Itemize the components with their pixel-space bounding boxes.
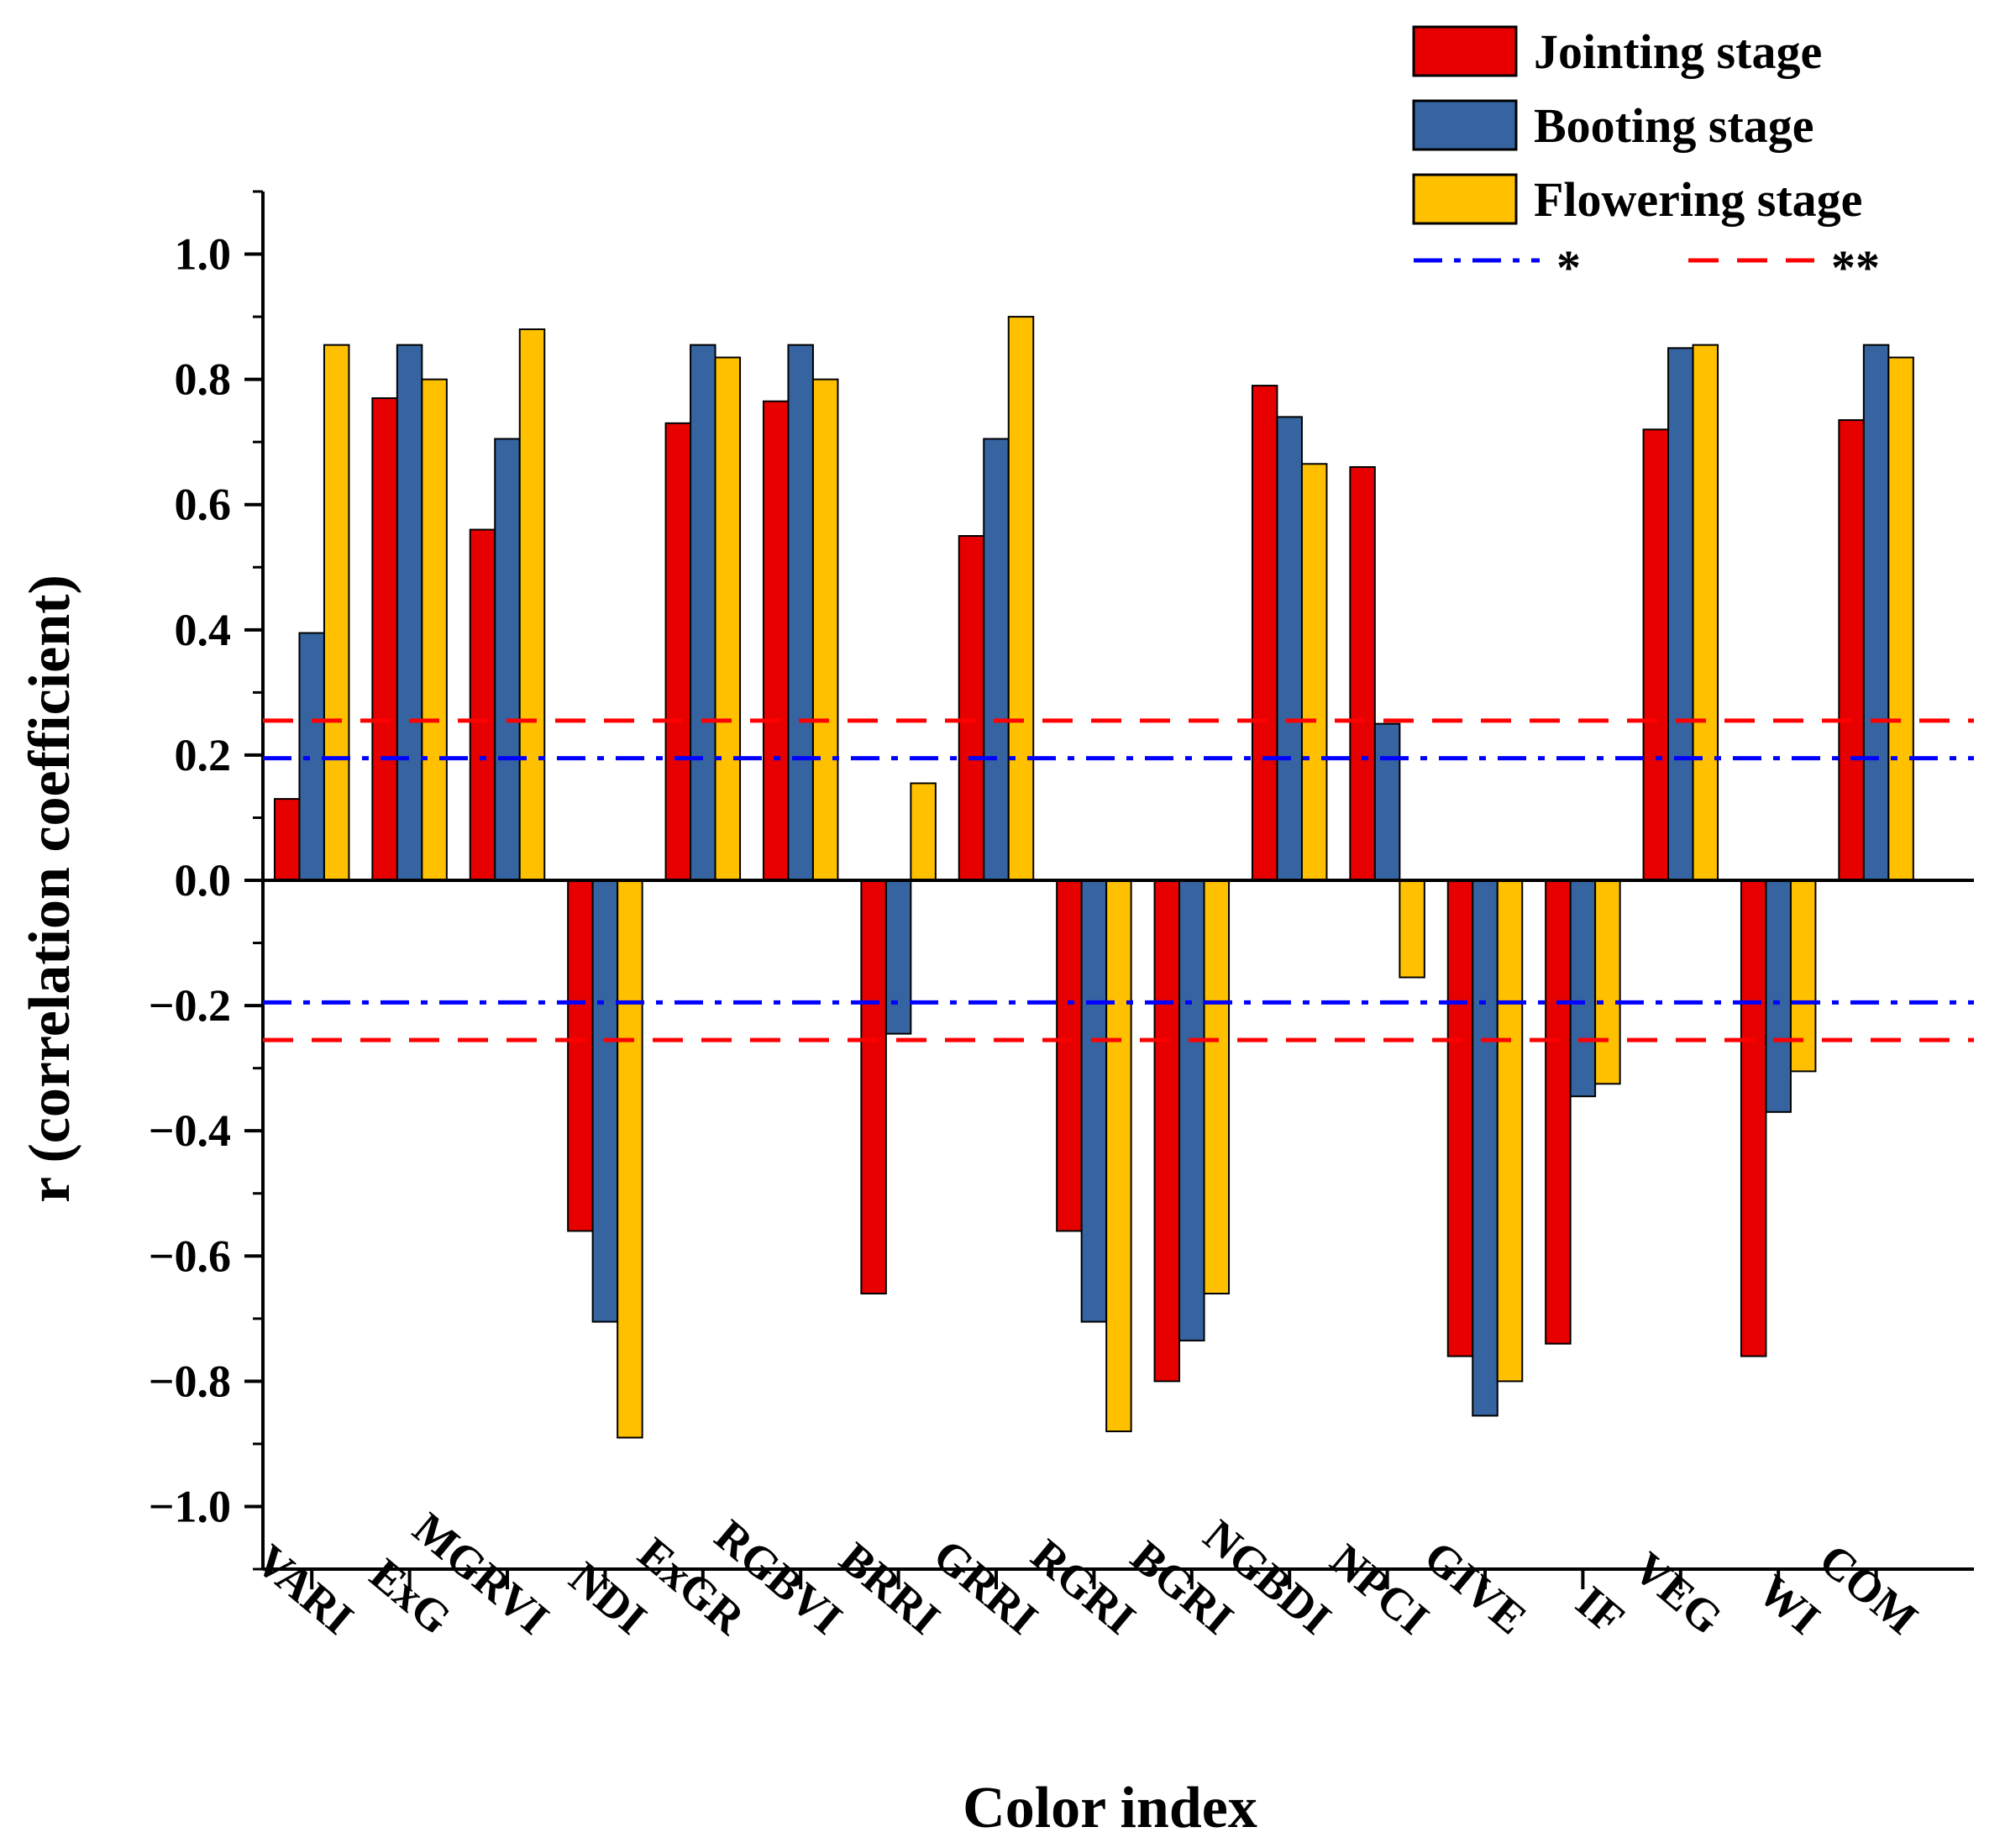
legend-label-highly-significant: ** [1831,240,1880,295]
bar-com-flowering-stage [1887,356,1914,881]
bar-give-flowering-stage [1496,879,1524,1383]
bar-bgri-booting-stage [1178,879,1205,1341]
series-flowering-stage [323,316,1914,1439]
bar-if-booting-stage [1569,879,1597,1098]
legend-label-flowering-stage: Flowering stage [1534,172,1862,227]
x-tick-label-rgri: RGRI [1022,1530,1146,1645]
bar-mgrvi-booting-stage [494,438,521,881]
x-tick-label-brri: BRRI [830,1532,949,1644]
legend: Jointing stage Booting stage Flowering sta… [1412,24,1880,295]
bar-npci-flowering-stage [1399,879,1425,979]
bar-wi-jointing-stage [1740,879,1767,1357]
bar-brri-booting-stage [884,879,912,1035]
bar-rgbvi-flowering-stage [811,378,839,881]
bar-ndi-jointing-stage [567,879,594,1232]
bar-brri-jointing-stage [860,879,887,1294]
bar-mgrvi-jointing-stage [469,528,496,882]
y-tick-label: −1.0 [149,1481,231,1531]
x-tick-label-com: COM [1810,1534,1928,1644]
bar-wi-flowering-stage [1789,879,1817,1073]
y-tick-label: 0.6 [175,480,232,530]
y-tick-label: −0.8 [149,1356,231,1406]
x-tick-label-npci: NPCI [1321,1534,1439,1644]
bar-vari-booting-stage [298,632,325,882]
bar-exg-booting-stage [396,344,423,881]
bar-vari-jointing-stage [273,798,301,881]
bar-com-booting-stage [1862,344,1890,881]
x-axis-title: Color index [963,1776,1257,1840]
bar-rgbvi-jointing-stage [762,400,790,881]
bar-rgri-booting-stage [1080,879,1108,1323]
y-tick-label: −0.6 [149,1231,231,1281]
legend-label-booting-stage: Booting stage [1534,98,1814,153]
bar-give-jointing-stage [1446,879,1474,1357]
bar-com-jointing-stage [1838,419,1865,882]
bar-series [273,316,1914,1439]
bar-if-jointing-stage [1545,879,1572,1345]
legend-swatch-flowering-stage [1412,173,1518,225]
legend-swatch-booting-stage [1412,99,1518,151]
y-axis-title: r (correlation coefficient) [18,575,82,1203]
bar-exg-flowering-stage [421,378,448,881]
bar-if-flowering-stage [1594,879,1621,1085]
bar-grri-booting-stage [983,438,1010,881]
bar-npci-jointing-stage [1349,466,1376,881]
y-tick-label: 0.2 [175,730,232,780]
x-tick-label-if: IF [1567,1577,1634,1645]
bar-give-booting-stage [1472,879,1499,1417]
y-tick-label: 0.8 [175,354,232,405]
bar-grri-jointing-stage [958,535,985,881]
bar-ngbdi-booting-stage [1276,416,1303,881]
bar-exgr-jointing-stage [664,422,692,881]
bar-veg-booting-stage [1667,347,1694,881]
bar-npci-booting-stage [1373,722,1401,881]
bar-exgr-booting-stage [690,344,716,881]
x-tick-label-grri: GRRI [924,1530,1047,1645]
legend-label-significant: * [1556,240,1581,295]
bar-veg-flowering-stage [1692,344,1719,881]
x-tick-label-veg: VEG [1624,1542,1731,1644]
y-tick-label: 0.4 [175,605,232,655]
bar-ndi-booting-stage [591,879,619,1323]
bar-exg-jointing-stage [371,397,398,881]
bar-rgbvi-booting-stage [787,344,814,881]
y-tick-label: −0.2 [149,980,231,1031]
bar-brri-flowering-stage [910,782,937,881]
bar-ngbdi-jointing-stage [1251,385,1278,882]
reference-lines [263,718,1974,1042]
bar-rgri-jointing-stage [1056,879,1083,1232]
bar-ndi-flowering-stage [617,879,643,1439]
legend-label-jointing-stage: Jointing stage [1534,24,1822,79]
bar-mgrvi-flowering-stage [518,328,546,881]
y-tick-label: −0.4 [149,1105,231,1156]
y-tick-label: 1.0 [175,229,232,280]
legend-swatch-jointing-stage [1412,25,1518,77]
bar-exgr-flowering-stage [714,356,742,881]
bar-vari-flowering-stage [323,344,350,881]
y-tick-label: 0.0 [175,855,232,906]
bar-rgri-flowering-stage [1105,879,1132,1432]
bar-wi-booting-stage [1765,879,1792,1113]
bar-veg-jointing-stage [1642,428,1670,882]
series-jointing-stage [273,385,1865,1383]
x-tick-label-give: GIVE [1415,1530,1536,1644]
bar-ngbdi-flowering-stage [1300,463,1328,881]
bar-grri-flowering-stage [1007,316,1035,882]
bar-bgri-jointing-stage [1153,879,1181,1383]
bar-bgri-flowering-stage [1203,879,1231,1294]
